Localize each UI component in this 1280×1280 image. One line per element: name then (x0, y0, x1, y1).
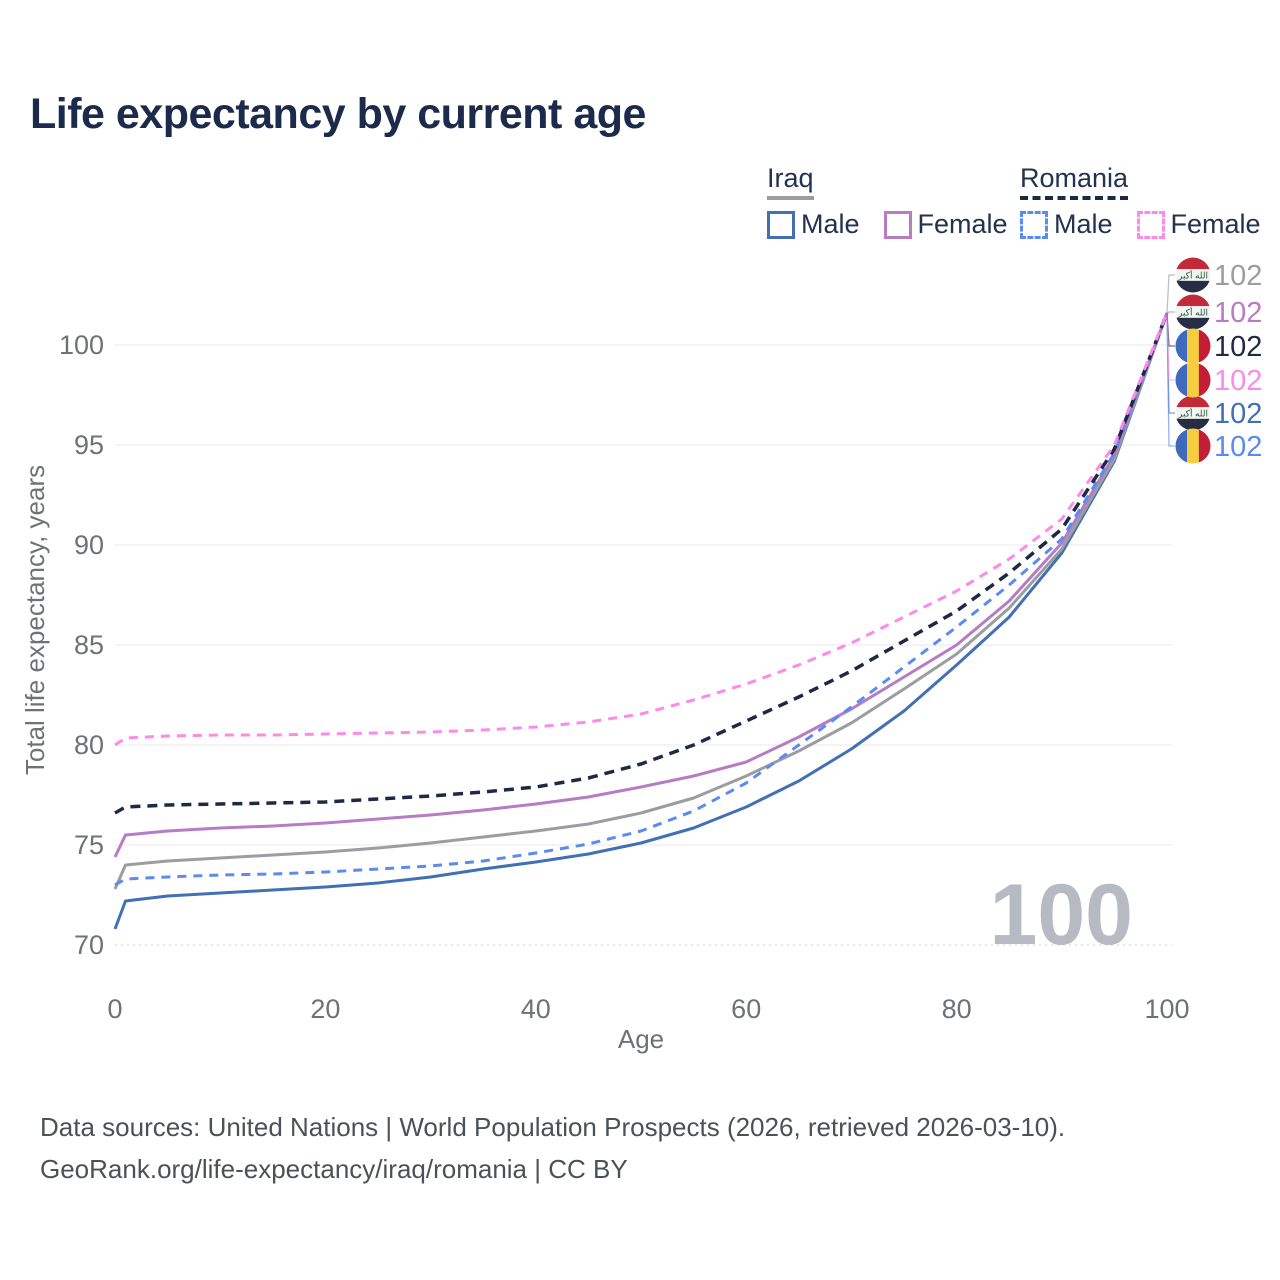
legend-iraq-female-label[interactable]: Female (917, 209, 1008, 239)
iraq-male-swatch-icon[interactable] (767, 210, 795, 239)
iraq-flag-takbir-text: الله أكبر (1177, 269, 1208, 282)
romania-male-swatch-icon[interactable] (1020, 210, 1048, 239)
series-line-romania_total[interactable] (114, 312, 1169, 815)
series-line-iraq_female[interactable] (113, 312, 1169, 858)
y-tick-95: 95 (74, 430, 104, 460)
end-value-label-iraq_female: 102 (1214, 297, 1262, 329)
x-tick-0: 0 (107, 994, 122, 1024)
leader-line-iraq_female (1166, 311, 1175, 314)
y-tick-80: 80 (74, 730, 104, 760)
legend-country-iraq[interactable]: Iraq (767, 163, 814, 200)
iraq-flag-takbir-text: الله أكبر (1177, 306, 1208, 319)
leader-line-iraq_total (1166, 274, 1175, 314)
series-line-romania_male[interactable] (114, 312, 1169, 887)
y-tick-75: 75 (74, 830, 104, 860)
legend-group-iraq: Iraq Male Female (767, 163, 1008, 240)
y-tick-90: 90 (74, 530, 104, 560)
x-axis-title: Age (618, 1024, 664, 1054)
legend-romania-female-label[interactable]: Female (1170, 209, 1261, 239)
series-line-iraq_male[interactable] (113, 312, 1169, 930)
page-title: Life expectancy by current age (30, 90, 646, 138)
y-tick-85: 85 (74, 630, 104, 660)
x-tick-80: 80 (942, 994, 972, 1024)
x-tick-20: 20 (310, 994, 340, 1024)
y-axis-title: Total life expectancy, years (20, 465, 50, 775)
data-sources-line: Data sources: United Nations | World Pop… (40, 1112, 1066, 1142)
age-counter-watermark: 100 (990, 867, 1134, 963)
iraq-flag-icon: الله أكبر (1175, 257, 1211, 293)
leader-line-romania_male (1166, 312, 1175, 447)
x-tick-40: 40 (521, 994, 551, 1024)
romania-flag-icon (1175, 428, 1211, 464)
romania-flag-icon (1175, 328, 1211, 364)
iraq-flag-icon: الله أكبر (1175, 395, 1211, 431)
romania-flag-icon (1175, 362, 1211, 398)
y-tick-70: 70 (74, 930, 104, 960)
series-line-romania_female[interactable] (114, 312, 1169, 747)
legend-iraq-male-label[interactable]: Male (801, 209, 860, 239)
iraq-female-swatch-icon[interactable] (883, 210, 912, 239)
end-value-label-romania_total: 102 (1214, 331, 1262, 363)
legend-group-romania: Romania Male Female (1020, 163, 1261, 240)
iraq-flag-icon: الله أكبر (1175, 294, 1211, 330)
y-tick-100: 100 (59, 330, 104, 360)
legend-romania-male-label[interactable]: Male (1054, 209, 1113, 239)
romania-female-swatch-icon[interactable] (1136, 210, 1165, 239)
attribution-line: GeoRank.org/life-expectancy/iraq/romania… (40, 1154, 628, 1184)
end-value-label-romania_female: 102 (1214, 365, 1262, 397)
leader-line-romania_female (1166, 312, 1175, 381)
footer: Data sources: United Nations | World Pop… (40, 1106, 1065, 1190)
x-tick-100: 100 (1144, 994, 1189, 1024)
legend-country-romania[interactable]: Romania (1020, 163, 1129, 200)
end-value-label-iraq_total: 102 (1214, 260, 1262, 292)
iraq-flag-takbir-text: الله أكبر (1177, 407, 1208, 420)
end-value-label-romania_male: 102 (1214, 431, 1262, 463)
end-value-label-iraq_male: 102 (1214, 398, 1262, 430)
series-line-iraq_total[interactable] (113, 312, 1169, 890)
x-tick-60: 60 (731, 994, 761, 1024)
